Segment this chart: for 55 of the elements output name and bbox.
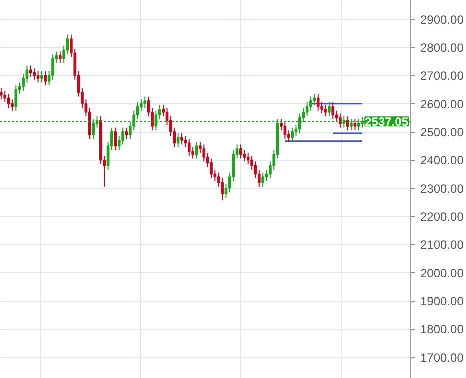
candlestick	[188, 138, 191, 156]
y-tick-label: 2800.00	[420, 41, 464, 56]
candlestick	[202, 144, 206, 162]
candlestick	[114, 127, 118, 151]
candlestick	[144, 96, 147, 109]
candlestick	[33, 68, 36, 80]
candlestick	[29, 65, 32, 78]
candlestick	[262, 172, 265, 188]
y-tick-label: 2300.00	[420, 182, 464, 196]
y-tick-label: 2700.00	[420, 69, 464, 84]
candlestick	[58, 51, 62, 64]
candlestick	[306, 102, 309, 118]
candlestick	[44, 70, 48, 86]
candlestick	[332, 102, 335, 120]
y-tick-label: 2000.00	[420, 266, 464, 280]
candlestick	[240, 144, 242, 160]
candlestick	[88, 108, 92, 140]
ref-line-label: 2537.05	[365, 115, 409, 130]
candlestick	[258, 170, 261, 188]
y-tick-label: 2200.00	[420, 210, 464, 224]
candlestick	[125, 127, 128, 140]
candlestick	[195, 141, 198, 160]
candlestick	[0, 88, 3, 100]
y-tick-label: 1800.00	[420, 322, 464, 337]
y-tick-label: 2900.00	[420, 12, 464, 27]
candlestick	[291, 127, 294, 142]
candlestick	[40, 70, 44, 84]
y-tick-label: 1700.00	[420, 350, 464, 365]
candlestick	[265, 170, 268, 182]
candlestick	[339, 113, 342, 128]
candlestick	[184, 136, 188, 148]
candlestick	[287, 130, 290, 142]
y-tick-label: 2500.00	[420, 126, 464, 140]
candlestick	[316, 94, 320, 112]
y-tick-label: 2100.00	[420, 238, 464, 252]
y-tick-label: 2400.00	[420, 154, 464, 168]
candlestick	[14, 85, 18, 112]
candlestick	[26, 65, 29, 84]
y-tick-label: 2600.00	[420, 97, 464, 112]
candlestick	[4, 90, 7, 103]
candlestick	[176, 132, 180, 148]
candlestick	[313, 94, 316, 106]
candlestick	[324, 104, 328, 118]
candlestick	[354, 118, 357, 132]
candlestick	[284, 122, 287, 140]
y-tick-label: 1900.00	[420, 294, 464, 309]
candlestick	[328, 102, 331, 118]
candlestick	[36, 70, 40, 84]
candlestick	[346, 116, 350, 132]
candlestick	[254, 161, 258, 180]
candlestick	[180, 132, 184, 146]
candlestick	[162, 104, 165, 118]
candlestick	[335, 110, 338, 123]
candlestick	[66, 34, 70, 56]
candlestick	[7, 94, 10, 109]
